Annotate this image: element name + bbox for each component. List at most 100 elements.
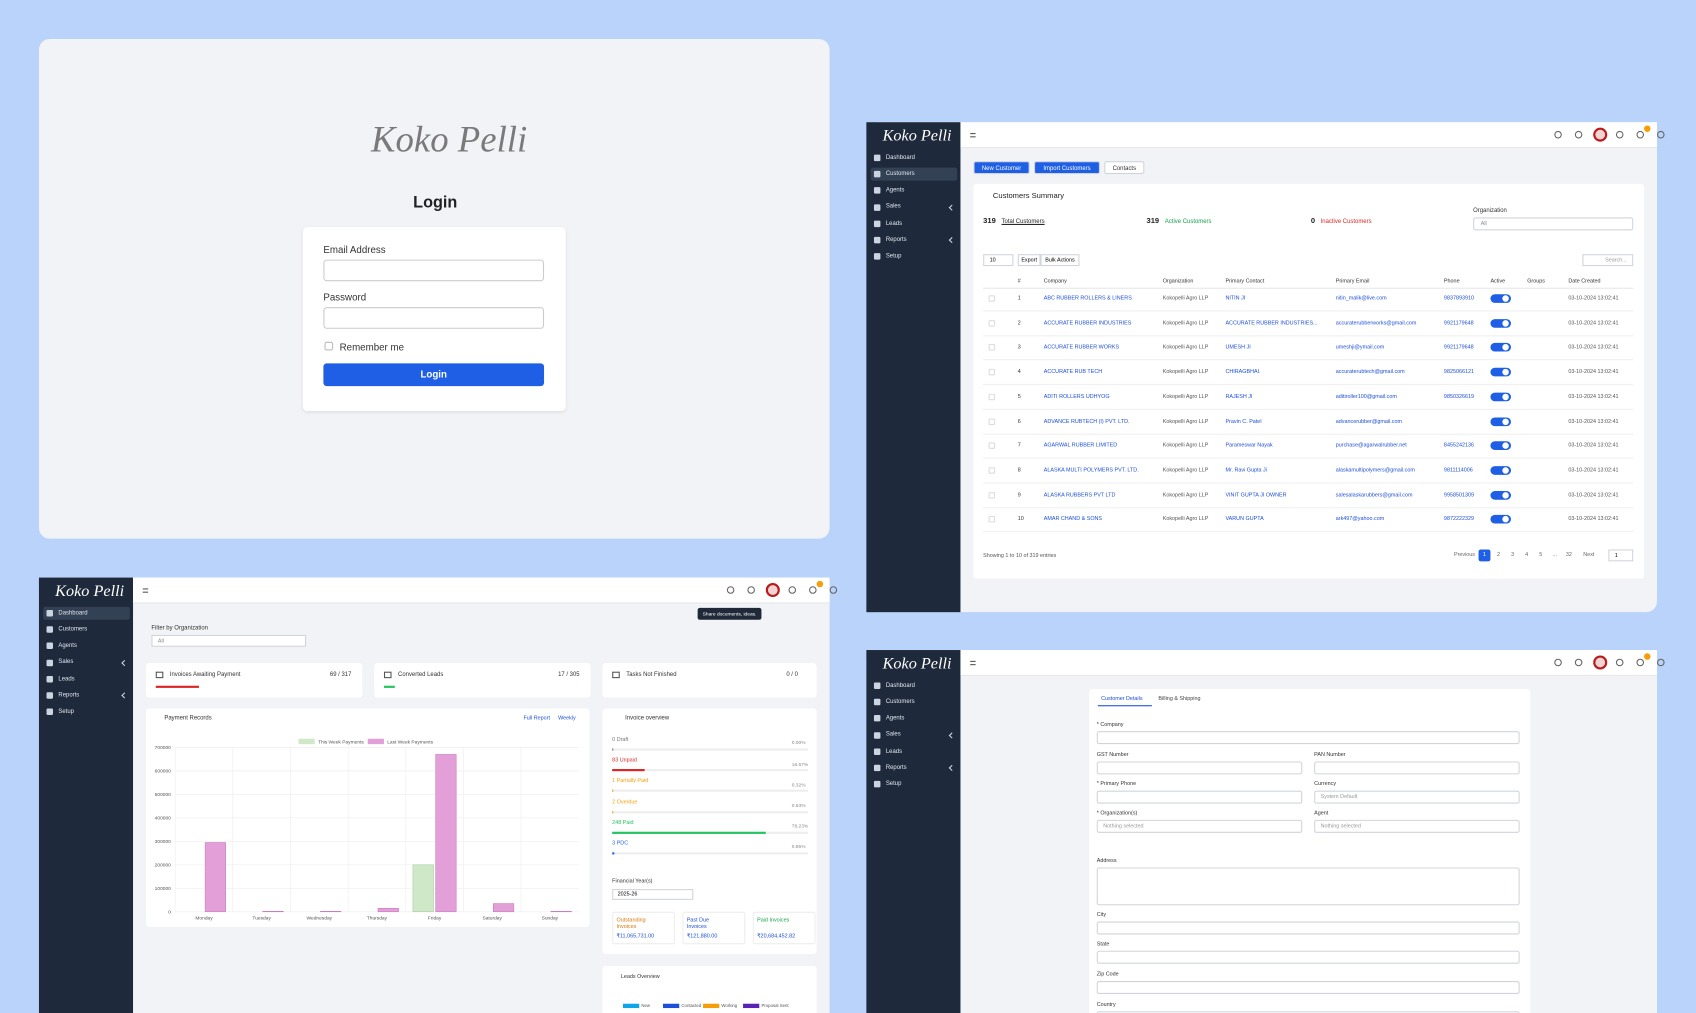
row-checkbox[interactable] (988, 344, 996, 351)
export-button[interactable]: Export (1017, 254, 1041, 267)
menu-item[interactable]: Leads (58, 675, 75, 682)
active-toggle[interactable] (1490, 515, 1511, 524)
active-toggle[interactable] (1490, 490, 1511, 500)
active-toggle[interactable] (1490, 318, 1511, 328)
menu-item[interactable]: Agents (58, 642, 77, 650)
menu-item[interactable]: Setup (885, 780, 902, 788)
active-toggle[interactable] (1490, 392, 1511, 402)
page-link[interactable]: Previous (1453, 551, 1475, 559)
avatar[interactable] (1593, 127, 1608, 142)
page-length[interactable]: 10 (983, 254, 1014, 267)
period-select[interactable]: Weekly (558, 714, 576, 722)
row-checkbox[interactable] (988, 467, 996, 474)
menu-item[interactable]: Leads (885, 220, 903, 227)
field-input[interactable] (1096, 1011, 1520, 1013)
field-input[interactable]: Nothing selected (1096, 819, 1303, 833)
field-input[interactable] (1096, 921, 1520, 935)
menu-item[interactable]: Dashboard (885, 682, 915, 689)
topbar-icon[interactable] (809, 586, 817, 594)
menu-item[interactable]: Dashboard (58, 609, 88, 617)
page-link[interactable]: 2 (1497, 551, 1501, 559)
menu-item[interactable]: Setup (885, 252, 902, 260)
topbar-icon[interactable] (829, 586, 838, 594)
page-link[interactable]: ... (1552, 551, 1558, 559)
menu-item[interactable]: Sales (885, 203, 901, 211)
topbar-icon[interactable] (1636, 130, 1645, 139)
topbar-icon[interactable] (747, 586, 755, 594)
full-report[interactable]: Full Report (523, 714, 550, 722)
toolbar-button[interactable]: Contacts (1104, 161, 1145, 175)
topbar-icon[interactable] (1615, 658, 1624, 667)
field-input[interactable] (1096, 731, 1520, 745)
menu-toggle[interactable] (970, 133, 976, 138)
search-box[interactable]: Search... (1582, 254, 1634, 267)
topbar-icon[interactable] (1657, 658, 1665, 667)
toolbar-button[interactable]: Import Customers (1034, 161, 1100, 175)
page-link[interactable]: 5 (1539, 551, 1543, 559)
active-toggle[interactable] (1490, 294, 1511, 303)
field-input[interactable]: System Default (1314, 790, 1520, 804)
remember-checkbox[interactable] (324, 341, 334, 351)
field-input[interactable] (1096, 790, 1303, 804)
menu-item[interactable]: Agents (885, 715, 905, 722)
page-link[interactable]: 4 (1525, 551, 1529, 559)
topbar-icon[interactable] (788, 586, 797, 594)
bulk-button[interactable]: Bulk Actions (1040, 254, 1080, 267)
page-link[interactable]: 32 (1565, 551, 1572, 559)
filter-select[interactable]: All (151, 634, 307, 647)
menu-toggle[interactable] (142, 588, 149, 593)
menu-item[interactable]: Customers (885, 170, 915, 178)
menu-toggle[interactable] (970, 660, 976, 666)
topbar-icon[interactable] (1657, 130, 1665, 139)
menu-item[interactable]: Setup (58, 708, 74, 715)
field-input[interactable] (1096, 761, 1303, 775)
menu-item[interactable]: Customers (58, 626, 88, 633)
password-input[interactable] (323, 307, 545, 329)
topbar-icon[interactable] (1554, 130, 1562, 139)
avatar[interactable] (1593, 655, 1608, 670)
row-checkbox[interactable] (988, 319, 996, 327)
page-link[interactable]: Next (1583, 551, 1595, 559)
menu-item[interactable]: Dashboard (885, 154, 915, 161)
active-toggle[interactable] (1490, 343, 1511, 352)
active-toggle[interactable] (1490, 441, 1511, 451)
row-checkbox[interactable] (988, 418, 996, 425)
email-input[interactable] (323, 259, 545, 282)
active-toggle[interactable] (1490, 416, 1511, 426)
menu-item[interactable]: Reports (885, 764, 907, 771)
page-select[interactable]: 1 (1608, 549, 1634, 562)
organization-select[interactable]: All (1473, 217, 1634, 231)
row-checkbox[interactable] (988, 491, 996, 499)
field-input[interactable] (1314, 761, 1520, 775)
field-input[interactable]: Nothing selected (1314, 819, 1520, 833)
field-input[interactable] (1096, 981, 1520, 994)
field-input[interactable] (1096, 950, 1520, 964)
avatar[interactable] (765, 582, 780, 598)
toolbar-button[interactable]: New Customer (973, 161, 1030, 175)
menu-item[interactable]: Sales (58, 659, 74, 666)
field-input[interactable] (1096, 867, 1520, 906)
menu-item[interactable]: Leads (885, 747, 903, 755)
topbar-icon[interactable] (1574, 658, 1583, 667)
login-button[interactable]: Login (323, 363, 545, 387)
menu-item[interactable]: Customers (885, 698, 915, 706)
row-checkbox[interactable] (988, 516, 996, 523)
form-tab[interactable]: Customer Details (1101, 695, 1143, 702)
topbar-icon[interactable] (1554, 658, 1562, 667)
menu-item[interactable]: Sales (885, 731, 901, 738)
menu-item[interactable]: Reports (58, 691, 80, 699)
page-link[interactable]: 3 (1511, 551, 1515, 559)
topbar-icon[interactable] (1574, 130, 1583, 139)
financial-select[interactable]: 2025-26 (612, 889, 694, 900)
row-checkbox[interactable] (988, 295, 996, 302)
row-checkbox[interactable] (988, 393, 996, 400)
menu-item[interactable]: Agents (885, 187, 905, 194)
active-toggle[interactable] (1490, 367, 1511, 377)
topbar-icon[interactable] (726, 586, 735, 594)
row-checkbox[interactable] (988, 368, 996, 376)
page-link[interactable]: 1 (1478, 549, 1491, 562)
menu-item[interactable]: Reports (885, 236, 907, 244)
active-toggle[interactable] (1490, 466, 1511, 475)
form-tab[interactable]: Billing & Shipping (1158, 695, 1201, 702)
topbar-icon[interactable] (1615, 130, 1624, 139)
